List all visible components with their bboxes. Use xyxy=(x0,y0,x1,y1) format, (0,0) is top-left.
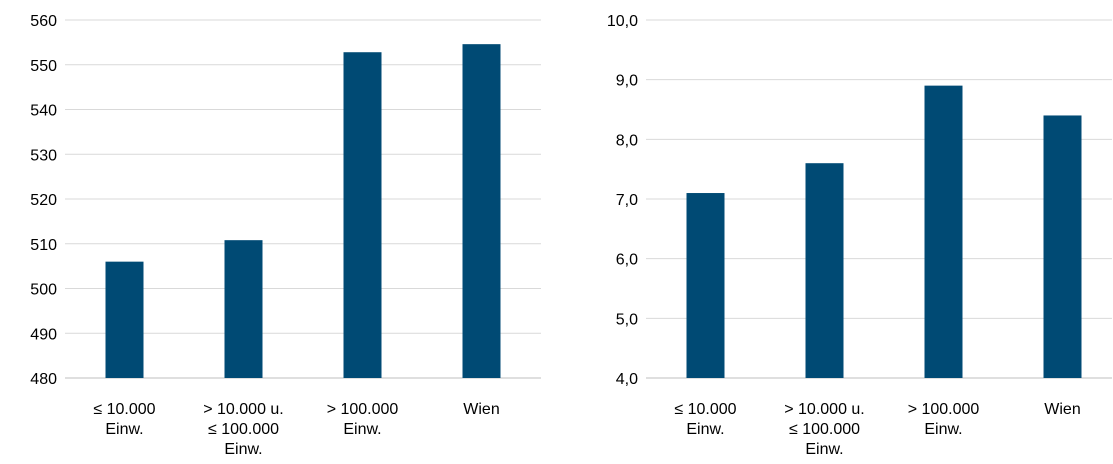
right-y-tick-label: 5,0 xyxy=(616,311,638,328)
chart-left: 480 490 500 510 520 530 540 550 560 ≤ 10.000 Einw.… xyxy=(30,13,541,458)
left-y-tick-label: 530 xyxy=(30,147,57,164)
right-y-tick-label: 6,0 xyxy=(616,252,638,269)
right-y-tick-label: 4,0 xyxy=(616,371,638,388)
left-bar-1 xyxy=(105,261,144,378)
left-y-tick-label: 560 xyxy=(30,13,57,30)
left-x-category-label: > 100.000 Einw. xyxy=(327,401,399,438)
left-bar-4 xyxy=(462,44,501,378)
right-x-category-label: ≤ 10.000 Einw. xyxy=(674,401,736,438)
right-bar-2 xyxy=(805,163,844,378)
right-bar-4 xyxy=(1043,115,1082,378)
left-y-tick-label: 500 xyxy=(30,282,57,299)
chart-right: 4,0 5,0 6,0 7,0 8,0 9,0 10,0 ≤ 10.000 Einw. > 10.… xyxy=(607,13,1112,458)
left-bar-2 xyxy=(224,240,263,378)
right-y-tick-label: 9,0 xyxy=(616,73,638,90)
right-x-category-label: > 100.000 Einw. xyxy=(908,401,980,438)
left-x-category-label: > 10.000 u. ≤ 100.000 Einw. xyxy=(203,401,284,458)
left-bar-3 xyxy=(343,52,382,378)
right-y-tick-label: 8,0 xyxy=(616,132,638,149)
left-x-category-label: Wien xyxy=(463,401,499,418)
right-x-category-label: Wien xyxy=(1044,401,1080,418)
left-y-tick-label: 520 xyxy=(30,192,57,209)
left-y-tick-label: 510 xyxy=(30,237,57,254)
right-y-tick-label: 7,0 xyxy=(616,192,638,209)
left-y-tick-label: 480 xyxy=(30,371,57,388)
left-y-tick-label: 540 xyxy=(30,103,57,120)
right-y-tick-label: 10,0 xyxy=(607,13,638,30)
left-y-tick-label: 490 xyxy=(30,326,57,343)
left-x-category-label: ≤ 10.000 Einw. xyxy=(93,401,155,438)
right-bar-1 xyxy=(686,193,725,378)
right-bar-3 xyxy=(924,85,963,378)
left-y-tick-label: 550 xyxy=(30,58,57,75)
right-x-category-label: > 10.000 u. ≤ 100.000 Einw. xyxy=(784,401,865,458)
